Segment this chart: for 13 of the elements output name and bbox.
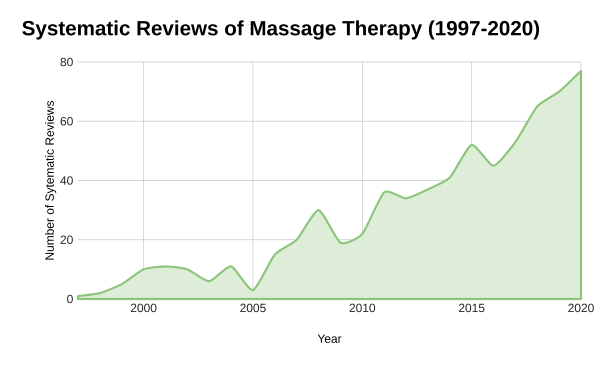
x-tick-label: 2005: [240, 304, 266, 312]
y-tick-label: 20: [60, 236, 73, 244]
x-tick-label: 2020: [568, 304, 594, 312]
y-tick-label: 60: [60, 117, 73, 126]
x-tick-label: 2015: [458, 304, 484, 312]
y-tick-label: 80: [60, 58, 73, 66]
y-tick-label: 0: [67, 294, 73, 304]
y-axis-title: Number of Sytematic Reviews: [45, 100, 56, 260]
x-axis-title: Year: [318, 334, 342, 343]
x-tick-label: 2000: [130, 304, 156, 312]
y-tick-label: 40: [60, 176, 73, 185]
x-tick-label: 2010: [350, 304, 376, 312]
chart-title: Systematic Reviews of Massage Therapy (1997-2020): [22, 20, 540, 40]
